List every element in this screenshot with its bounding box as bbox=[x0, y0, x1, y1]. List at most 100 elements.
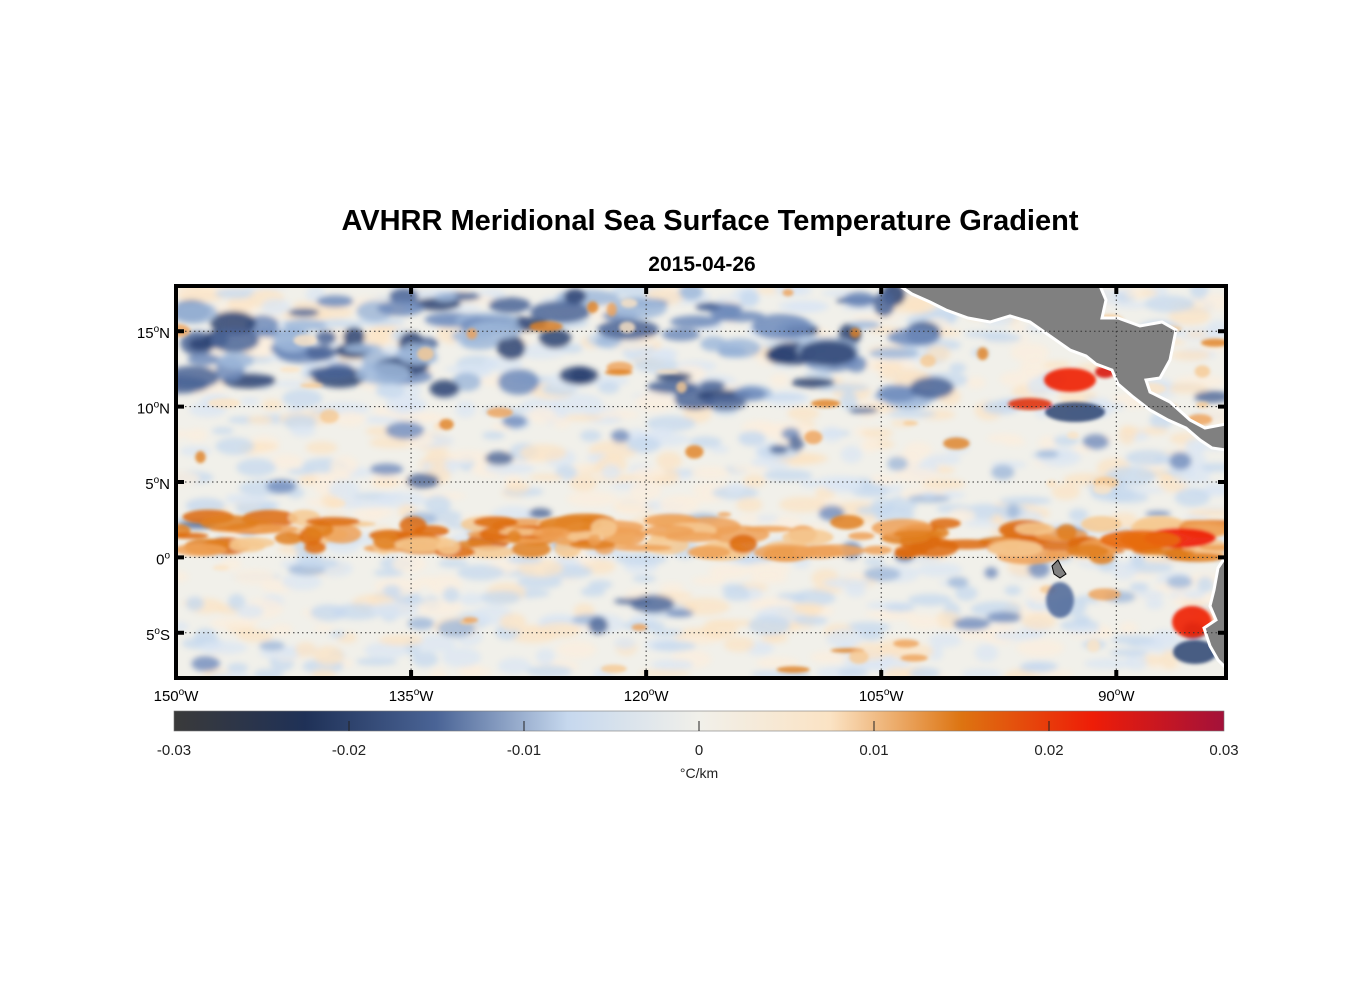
negative-gradient-blob bbox=[986, 611, 1022, 623]
positive-gradient-blob bbox=[1066, 431, 1079, 440]
negative-gradient-blob bbox=[355, 362, 411, 385]
texture-blob bbox=[1002, 438, 1027, 447]
texture-blob bbox=[505, 481, 531, 493]
texture-blob bbox=[528, 474, 564, 481]
texture-blob bbox=[948, 508, 976, 522]
positive-gradient-blob bbox=[531, 527, 571, 539]
negative-gradient-blob bbox=[407, 617, 435, 630]
texture-blob bbox=[225, 496, 270, 505]
negative-gradient-blob bbox=[666, 609, 694, 618]
texture-blob bbox=[614, 637, 636, 650]
positive-gradient-blob bbox=[1161, 475, 1173, 481]
negative-gradient-blob bbox=[1169, 452, 1192, 470]
negative-gradient-blob bbox=[434, 292, 458, 302]
texture-blob bbox=[482, 355, 523, 372]
texture-blob bbox=[305, 441, 338, 455]
texture-blob bbox=[787, 406, 820, 421]
texture-blob bbox=[656, 451, 683, 470]
texture-blob bbox=[601, 464, 621, 480]
texture-blob bbox=[691, 466, 731, 480]
negative-gradient-blob bbox=[791, 377, 835, 388]
texture-blob bbox=[1145, 597, 1164, 610]
positive-gradient-blob bbox=[590, 518, 617, 538]
texture-blob bbox=[1153, 456, 1171, 464]
texture-blob bbox=[837, 667, 869, 678]
texture-blob bbox=[870, 474, 895, 487]
texture-blob bbox=[482, 431, 505, 440]
negative-gradient-blob bbox=[799, 340, 857, 366]
negative-gradient-blob bbox=[843, 291, 876, 308]
texture-blob bbox=[975, 644, 998, 663]
lat-label-degree-mark: o bbox=[164, 550, 170, 561]
positive-gradient-blob bbox=[1056, 524, 1077, 541]
positive-gradient-blob bbox=[1014, 522, 1055, 536]
negative-gradient-blob bbox=[626, 436, 661, 453]
negative-gradient-blob bbox=[1082, 434, 1109, 450]
texture-blob bbox=[527, 407, 557, 424]
texture-blob bbox=[949, 362, 967, 374]
negative-gradient-blob bbox=[210, 311, 257, 336]
negative-gradient-blob bbox=[1166, 575, 1193, 589]
negative-gradient-blob bbox=[765, 346, 797, 365]
positive-gradient-blob bbox=[207, 398, 241, 409]
negative-gradient-blob bbox=[305, 345, 337, 361]
texture-blob bbox=[339, 497, 364, 509]
negative-gradient-blob bbox=[991, 464, 1015, 480]
negative-gradient-blob bbox=[191, 656, 220, 672]
texture-blob bbox=[552, 393, 604, 414]
texture-blob bbox=[823, 577, 871, 589]
lon-label-degree-mark: o bbox=[1115, 687, 1121, 698]
texture-blob bbox=[961, 668, 1002, 678]
lon-label-degree: 150 bbox=[154, 688, 179, 705]
positive-gradient-blob bbox=[176, 543, 227, 557]
texture-blob bbox=[723, 636, 755, 652]
texture-blob bbox=[177, 289, 227, 303]
texture-blob bbox=[364, 642, 408, 659]
negative-gradient-blob bbox=[563, 288, 587, 304]
positive-gradient-blob bbox=[903, 420, 919, 426]
texture-blob bbox=[227, 663, 249, 673]
texture-blob bbox=[1121, 426, 1141, 436]
negative-gradient-blob bbox=[1036, 449, 1059, 459]
negative-gradient-blob bbox=[984, 567, 998, 579]
texture-blob bbox=[588, 580, 613, 590]
positive-gradient-blob bbox=[463, 617, 479, 623]
texture-blob bbox=[1200, 462, 1226, 472]
texture-blob bbox=[763, 469, 813, 482]
texture-blob bbox=[634, 357, 679, 373]
positive-gradient-blob bbox=[920, 354, 936, 368]
texture-blob bbox=[569, 473, 598, 492]
positive-gradient-blob bbox=[200, 515, 259, 531]
positive-gradient-blob bbox=[862, 545, 892, 555]
texture-blob bbox=[176, 622, 189, 632]
negative-gradient-blob bbox=[1020, 661, 1058, 673]
colorbar-tick-label: 0.02 bbox=[1034, 742, 1063, 759]
texture-blob bbox=[629, 480, 662, 501]
texture-blob bbox=[701, 619, 738, 639]
texture-blob bbox=[394, 412, 444, 423]
texture-blob bbox=[1111, 634, 1155, 645]
texture-blob bbox=[1135, 590, 1166, 600]
positive-gradient-blob bbox=[929, 518, 961, 529]
lat-label: 15oN bbox=[137, 324, 170, 342]
texture-blob bbox=[330, 455, 359, 476]
texture-blob bbox=[708, 563, 749, 579]
texture-blob bbox=[993, 630, 1044, 641]
lon-label-degree-mark: o bbox=[179, 687, 185, 698]
texture-blob bbox=[904, 441, 933, 459]
texture-blob bbox=[382, 584, 401, 598]
texture-blob bbox=[236, 458, 277, 477]
positive-gradient-blob bbox=[644, 525, 695, 537]
negative-gradient-blob bbox=[343, 343, 383, 354]
negative-gradient-blob bbox=[310, 604, 347, 621]
lat-label-degree-mark: o bbox=[154, 626, 160, 637]
texture-blob bbox=[247, 415, 274, 424]
positive-gradient-blob bbox=[305, 517, 360, 526]
texture-blob bbox=[261, 399, 283, 411]
texture-blob bbox=[457, 564, 504, 581]
negative-gradient-blob bbox=[1194, 390, 1226, 403]
lat-label: 5oS bbox=[146, 626, 170, 644]
texture-blob bbox=[1004, 585, 1022, 596]
negative-gradient-blob bbox=[848, 406, 878, 414]
texture-blob bbox=[787, 301, 826, 313]
